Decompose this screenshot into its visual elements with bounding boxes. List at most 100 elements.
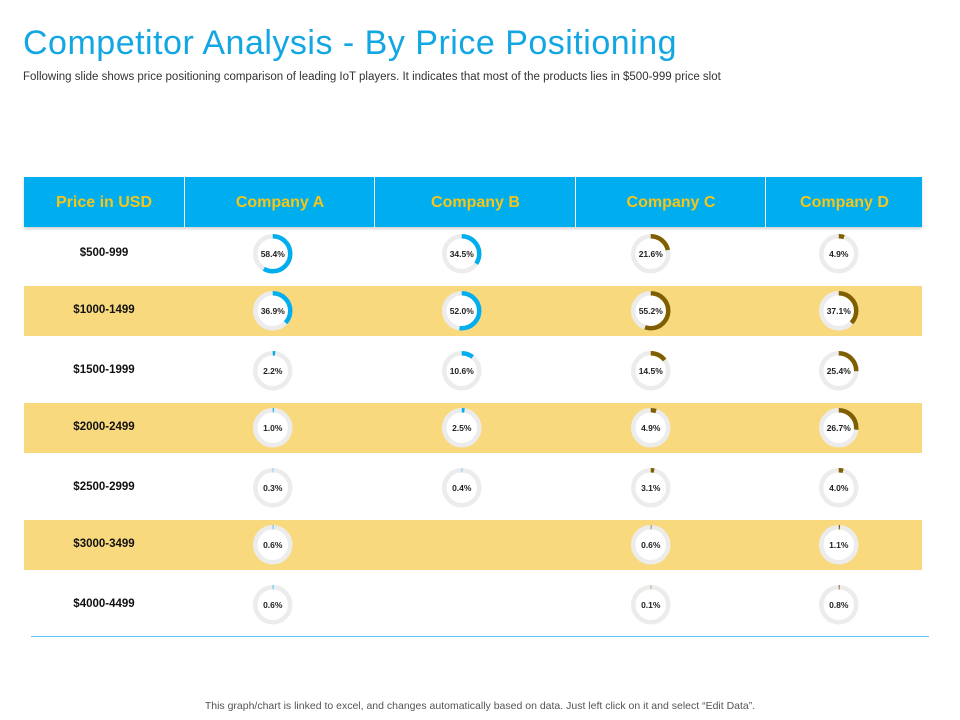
table-bottom-rule — [31, 636, 929, 637]
donut-arc — [253, 351, 293, 391]
donut-value-label: 0.4% — [452, 483, 472, 493]
donut-value-label: 0.1% — [641, 600, 661, 610]
donut-company-c-row-5: 0.6% — [631, 524, 671, 565]
donut-arc — [631, 234, 671, 274]
donut-company-b-row-4: 0.4% — [442, 468, 482, 508]
header-company-b: Company B — [374, 177, 576, 227]
row-label-price: $1500-1999 — [73, 364, 135, 376]
table-row: $1000-1499 36.9% 52.0% 55.2% 37.1% — [24, 285, 922, 345]
donut-company-d-row-3: 26.7% — [819, 407, 859, 448]
row-label-price: $2000-2499 — [73, 420, 135, 433]
donut-arc — [819, 468, 859, 508]
donut-company-b-row-2: 10.6% — [442, 351, 482, 391]
donut-company-d-row-6: 0.8% — [819, 585, 859, 625]
donut-value-label: 37.1% — [827, 306, 852, 316]
donut-company-a-row-6: 0.6% — [253, 585, 293, 625]
donut-value-label: 25.4% — [827, 366, 852, 376]
row-label-price: $1000-1499 — [73, 303, 135, 316]
donut-company-d-row-4: 4.0% — [819, 468, 859, 508]
table-row: $2000-2499 1.0% 2.5% 4.9% 26.7% — [24, 402, 922, 462]
table-row: $500-999 58.4% 34.5% 21.6% 4.9% — [24, 227, 922, 286]
donut-arc — [631, 524, 671, 565]
donut-value-label: 55.2% — [639, 306, 664, 316]
donut-company-c-row-2: 14.5% — [631, 351, 671, 391]
donut-company-a-row-4: 0.3% — [253, 468, 293, 508]
donut-value-label: 0.6% — [263, 600, 283, 610]
row-label-price: $3000-3499 — [73, 537, 135, 550]
header-company-d: Company D — [765, 177, 923, 227]
donut-company-c-row-3: 4.9% — [631, 407, 671, 448]
donut-value-label: 4.9% — [829, 249, 849, 259]
table-row: $3000-3499 0.6% 0.6% 1.1% — [24, 519, 922, 579]
table-body: $500-999 58.4% 34.5% 21.6% 4.9% $1000-1499 36.… — [24, 227, 922, 637]
header-company-a: Company A — [184, 177, 375, 227]
donut-arc — [631, 468, 671, 508]
donut-company-a-row-5: 0.6% — [253, 524, 293, 565]
donut-value-label: 4.0% — [829, 483, 849, 493]
donut-company-c-row-6: 0.1% — [631, 585, 671, 625]
donut-company-b-row-1: 52.0% — [442, 290, 482, 331]
donut-arc — [819, 234, 859, 274]
page-title: Competitor Analysis - By Price Positioni… — [23, 24, 678, 62]
header-company-c: Company C — [575, 177, 766, 227]
donut-value-label: 21.6% — [639, 249, 664, 259]
donut-value-label: 4.9% — [641, 423, 661, 433]
header-price-in-usd: Price in USD — [55, 194, 153, 211]
table-row: $4000-4499 0.6% 0.1% 0.8% — [24, 578, 922, 637]
donut-arc — [819, 524, 859, 565]
donut-arc — [442, 468, 482, 508]
donut-company-b-row-0: 34.5% — [442, 234, 482, 274]
row-label-price: $500-999 — [79, 247, 129, 259]
donut-arc — [819, 351, 859, 391]
donut-arc — [819, 290, 859, 331]
donut-company-a-row-1: 36.9% — [253, 290, 293, 331]
donut-arc — [819, 407, 859, 448]
donut-company-c-row-1: 55.2% — [631, 290, 671, 331]
donut-value-label: 52.0% — [450, 306, 475, 316]
donut-arc — [253, 585, 293, 625]
donut-arc — [253, 407, 293, 448]
donut-company-a-row-3: 1.0% — [253, 407, 293, 448]
donut-value-label: 0.6% — [641, 540, 661, 550]
donut-arc — [631, 407, 671, 448]
donut-arc — [253, 468, 293, 508]
donut-arc — [253, 290, 293, 331]
donut-value-label: 26.7% — [827, 423, 852, 433]
donut-arc — [442, 290, 482, 331]
row-label-price: $2500-2999 — [73, 481, 135, 493]
donut-value-label: 36.9% — [261, 306, 286, 316]
donut-company-a-row-2: 2.2% — [253, 351, 293, 391]
row-band — [24, 519, 922, 570]
donut-arc — [442, 351, 482, 391]
donut-value-label: 3.1% — [641, 483, 661, 493]
donut-company-b-row-3: 2.5% — [442, 407, 482, 448]
donut-company-a-row-0: 58.4% — [253, 234, 293, 274]
row-label-price: $4000-4499 — [73, 598, 135, 610]
table-row: $1500-1999 2.2% 10.6% 14.5% 25.4% — [24, 344, 922, 403]
donut-value-label: 10.6% — [450, 366, 475, 376]
donut-arc — [819, 585, 859, 625]
donut-arc — [442, 407, 482, 448]
price-positioning-table: Price in USD Company A Company B Company… — [24, 177, 922, 637]
donut-arc — [631, 290, 671, 331]
donut-arc — [631, 585, 671, 625]
donut-company-d-row-2: 25.4% — [819, 351, 859, 391]
donut-value-label: 0.6% — [263, 540, 283, 550]
donut-value-label: 58.4% — [261, 249, 286, 259]
donut-value-label: 1.0% — [263, 423, 283, 433]
table-header: Price in USD Company A Company B Company… — [24, 177, 922, 227]
donut-company-d-row-0: 4.9% — [819, 234, 859, 274]
donut-arc — [253, 234, 293, 274]
donut-company-c-row-0: 21.6% — [631, 234, 671, 274]
donut-value-label: 2.5% — [452, 423, 472, 433]
donut-company-d-row-5: 1.1% — [819, 524, 859, 565]
donut-company-d-row-1: 37.1% — [819, 290, 859, 331]
donut-company-c-row-4: 3.1% — [631, 468, 671, 508]
donut-value-label: 0.8% — [829, 600, 849, 610]
donut-value-label: 2.2% — [263, 366, 283, 376]
donut-value-label: 14.5% — [639, 366, 664, 376]
donut-value-label: 1.1% — [829, 540, 849, 550]
footer-note: This graph/chart is linked to excel, and… — [204, 700, 756, 712]
donut-arc — [631, 351, 671, 391]
donut-value-label: 0.3% — [263, 483, 283, 493]
